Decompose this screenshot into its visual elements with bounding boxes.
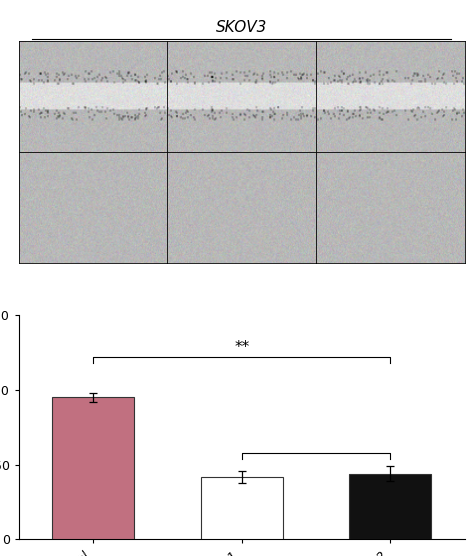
Bar xyxy=(349,474,431,539)
Text: siControl: siControl xyxy=(67,45,122,58)
Bar xyxy=(52,398,134,539)
Text: SKOV3: SKOV3 xyxy=(216,21,267,36)
Bar xyxy=(201,476,283,539)
Text: **: ** xyxy=(234,340,249,355)
Text: siLnc-2: siLnc-2 xyxy=(367,45,411,58)
Text: siLnc-1: siLnc-1 xyxy=(219,45,264,58)
